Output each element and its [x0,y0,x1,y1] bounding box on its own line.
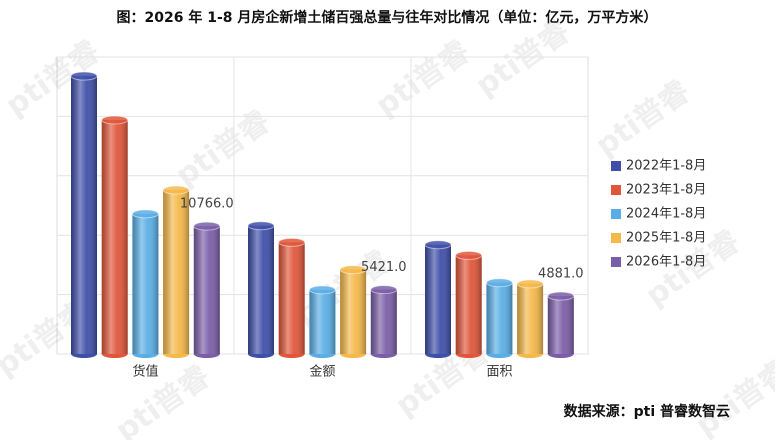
bar-shine [455,255,482,354]
watermark: pti普睿 [689,353,775,440]
bar-top [70,71,98,81]
bar-top [339,265,367,275]
watermark: pti普睿 [109,358,217,440]
legend-label: 2023年1-8月 [626,183,706,198]
legend-label: 2024年1-8月 [626,207,706,222]
legend-swatch [611,185,621,195]
legend-label: 2025年1-8月 [626,231,706,246]
x-tick-label: 面积 [486,365,512,380]
x-tick-label: 金额 [309,364,335,380]
x-tick-label: 货值 [132,364,158,380]
legend-swatch [611,161,621,171]
bar-shine [517,283,544,354]
legend-label: 2022年1-8月 [626,159,706,174]
chart-title: 图：2026 年 1-8 月房企新增土储百强总量与往年对比情况（单位：亿元，万平… [117,9,658,26]
legend-swatch [611,257,621,267]
legend-swatch [611,209,621,219]
bar-top [485,278,513,288]
bar-shine [370,289,397,354]
legend-swatch [611,233,621,243]
bar-shine [340,269,367,354]
watermark: pti普睿 [589,73,697,163]
bar-top [516,279,544,289]
bar-top [278,237,306,247]
bar-top [247,221,275,231]
bar-shine [486,282,513,354]
bar-top [162,185,190,195]
bar-shine [71,76,97,355]
bar-shine [101,119,128,355]
bar-shine [163,190,190,354]
bar-shine [248,225,274,354]
value-label: 10766.0 [180,197,234,212]
bar-shine [309,289,336,354]
bar-top [193,221,221,231]
bar-top [308,285,336,295]
bars [70,71,575,358]
bar-shine [547,296,574,354]
bar-shine [193,226,220,354]
bar-shine [425,244,451,354]
legend-label: 2026年1-8月 [626,255,706,270]
value-label: 4881.0 [538,267,584,282]
bar-top [424,240,452,250]
bar-shine [278,242,305,354]
bar-top [370,285,398,295]
value-label: 5421.0 [361,260,407,275]
bar-top [455,250,483,260]
bar-top [547,291,575,301]
source: 数据来源：pti 普睿数智云 [564,403,730,420]
bar-shine [132,213,159,354]
bar-top [131,209,159,219]
bar-top [101,115,129,125]
